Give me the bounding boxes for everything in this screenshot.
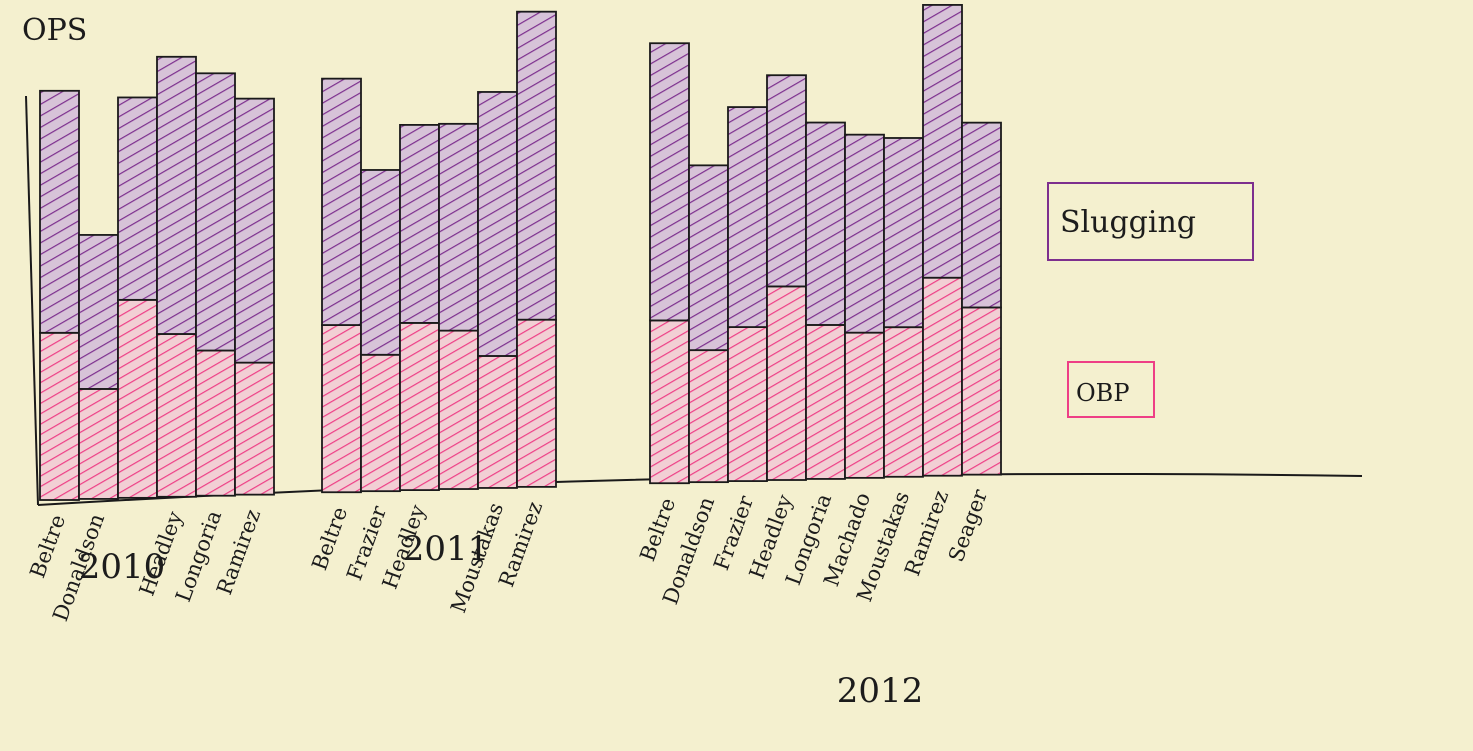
legend-label-obp: OBP: [1076, 379, 1129, 407]
bar-obp-2010-unlabeled: [117, 298, 158, 499]
bar-slugging-2012-machado: [844, 133, 885, 334]
tick-label-2012-beltre: Beltre: [635, 495, 680, 565]
bar-obp-2010-longoria: [195, 349, 236, 497]
bar-obp-2012-headley: [766, 285, 807, 481]
bar-slugging-2012-frazier: [727, 106, 768, 328]
bar-slugging-2012-donaldson: [688, 164, 729, 352]
bar-obp-2011-unlabeled: [438, 329, 479, 490]
bar-slugging-2012-moustakas: [883, 137, 924, 329]
group-label-2012: 2012: [837, 671, 924, 711]
bar-slugging-2012-headley: [766, 74, 807, 288]
bar-obp-2012-machado: [844, 331, 885, 479]
bar-obp-2010-beltre: [39, 331, 80, 501]
legend-label-slugging: Slugging: [1060, 205, 1196, 240]
bar-slugging-2011-unlabeled: [438, 122, 479, 332]
bar-obp-2012-frazier: [727, 326, 768, 482]
y-axis: [25, 95, 39, 506]
bar-slugging-2011-ramirez: [516, 10, 557, 321]
bar-slugging-2011-beltre: [321, 77, 362, 326]
chart-title: OPS: [22, 13, 87, 48]
bar-obp-2012-donaldson: [688, 349, 729, 484]
group-label-2011: 2011: [403, 529, 490, 569]
bar-slugging-2012-seager: [961, 121, 1002, 309]
bar-slugging-2010-beltre: [39, 89, 80, 334]
bar-slugging-2010-donaldson: [78, 234, 119, 390]
bar-slugging-2012-longoria: [805, 121, 846, 326]
bar-obp-2012-ramirez: [922, 276, 963, 477]
bar-obp-2010-ramirez: [234, 361, 275, 496]
bar-obp-2011-moustakas: [477, 355, 518, 489]
bar-slugging-2012-ramirez: [922, 4, 963, 279]
bar-slugging-2010-ramirez: [234, 97, 275, 364]
bar-obp-2011-beltre: [321, 324, 362, 494]
bar-slugging-2010-headley: [156, 55, 197, 335]
bar-slugging-2011-moustakas: [477, 91, 518, 357]
bar-obp-2012-seager: [961, 306, 1002, 476]
tick-label-2010-beltre: Beltre: [25, 512, 70, 582]
bar-obp-2010-donaldson: [78, 388, 119, 500]
bar-slugging-2010-unlabeled: [117, 96, 158, 301]
bar-slugging-2011-frazier: [360, 169, 401, 356]
legend-swatch-obp: [1067, 361, 1155, 418]
bar-obp-2012-beltre: [649, 319, 690, 485]
bar-slugging-2011-headley: [399, 124, 440, 324]
bar-obp-2012-longoria: [805, 324, 846, 480]
group-label-2010: 2010: [79, 547, 166, 587]
bar-obp-2010-headley: [156, 333, 197, 498]
bar-slugging-2012-beltre: [649, 42, 690, 322]
bar-slugging-2010-longoria: [195, 72, 236, 352]
bar-obp-2011-ramirez: [516, 318, 557, 488]
legend: Slugging OBP: [1047, 182, 1254, 418]
bar-obp-2011-headley: [399, 321, 440, 491]
tick-label-2011-beltre: Beltre: [307, 504, 352, 574]
legend-swatch-slugging: [1047, 182, 1254, 261]
bar-obp-2012-moustakas: [883, 326, 924, 478]
group-2012: BeltreDonaldsonFrazierHeadleyLongoriaMac…: [635, 4, 1002, 608]
bar-obp-2011-frazier: [360, 353, 401, 493]
